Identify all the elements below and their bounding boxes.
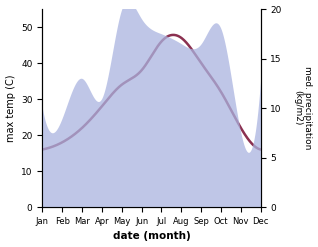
Y-axis label: max temp (C): max temp (C) [5,74,16,142]
X-axis label: date (month): date (month) [113,231,190,242]
Y-axis label: med. precipitation
(kg/m2): med. precipitation (kg/m2) [293,66,313,150]
